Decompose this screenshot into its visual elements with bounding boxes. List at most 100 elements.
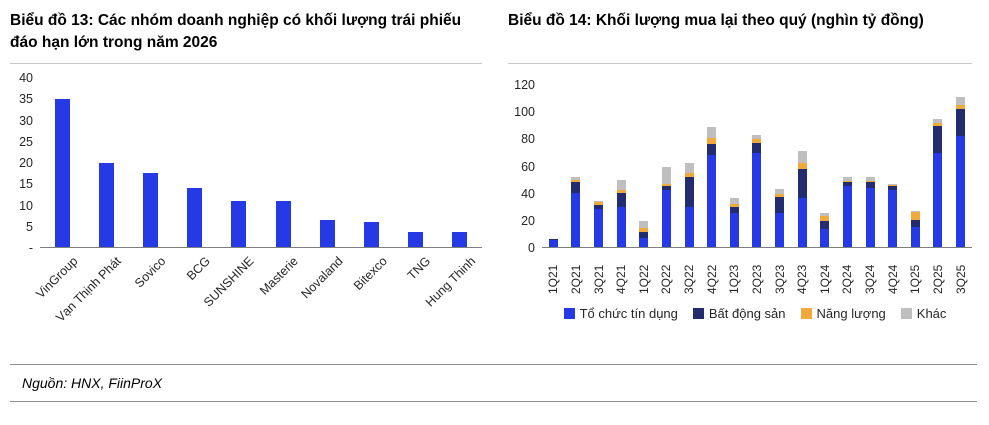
y-tick-label: 0 (528, 241, 535, 255)
bar-slot (746, 85, 769, 247)
x-label-slot: Bitexco (349, 248, 393, 344)
bar-slot (836, 85, 859, 247)
chart14-plot (542, 85, 972, 248)
legend-swatch (800, 308, 812, 319)
bar-segment (910, 210, 920, 212)
stacked-bar (888, 85, 898, 247)
bar-segment (661, 186, 671, 191)
bar-segment (865, 180, 875, 183)
stacked-bar (707, 85, 717, 247)
x-axis-label: 4Q22 (704, 264, 719, 294)
source-note: Nguồn: HNX, FiinProX (22, 375, 163, 391)
x-axis-label: 4Q21 (614, 264, 629, 294)
stacked-bar (865, 85, 875, 247)
x-axis-label: 3Q23 (772, 264, 787, 294)
y-tick-label: 20 (521, 213, 535, 228)
bar-segment (820, 215, 830, 222)
x-label-slot: 1Q21 (542, 252, 565, 294)
x-axis-label: 3Q22 (682, 264, 697, 294)
bar-slot (305, 78, 349, 247)
x-axis-label: 3Q25 (953, 264, 968, 294)
legend-swatch (563, 308, 575, 319)
bar-segment (594, 205, 604, 210)
x-label-slot: 2Q22 (655, 252, 678, 294)
bar-segment (616, 193, 626, 207)
bar-segment (956, 136, 966, 247)
stacked-bar (616, 85, 626, 247)
stacked-bar (752, 85, 762, 247)
x-label-slot: 2Q21 (565, 252, 588, 294)
stacked-bar (639, 85, 649, 247)
bar-segment (865, 187, 875, 247)
bar-segment (707, 144, 717, 156)
bar-segment (548, 238, 558, 241)
bar (54, 99, 70, 247)
stacked-bar (797, 85, 807, 247)
bar-segment (684, 176, 694, 207)
bar-slot (542, 85, 565, 247)
bar-segment (910, 211, 920, 220)
bar-slot (173, 78, 217, 247)
legend-swatch (900, 308, 912, 319)
bar-segment (752, 134, 762, 140)
bar-segment (752, 139, 762, 144)
chart14-y-axis: 0 20 40 60 80 100 120 (508, 78, 542, 255)
stacked-bar (594, 85, 604, 247)
stacked-bar (548, 85, 558, 247)
bar-segment (888, 190, 898, 247)
y-tick-label: 35 (19, 92, 33, 107)
bar-slot (904, 85, 927, 247)
x-axis-label: Novaland (297, 254, 346, 302)
bar-segment (775, 213, 785, 247)
chart13-title-rule (10, 63, 482, 64)
x-axis-label: 2Q21 (568, 264, 583, 294)
chart14-chart: 0 20 40 60 80 100 120 (508, 78, 972, 255)
bar-segment (888, 186, 898, 191)
stacked-bar (729, 85, 739, 247)
stacked-bar (571, 85, 581, 247)
bar (408, 232, 424, 247)
bar-segment (684, 206, 694, 247)
bar-segment (661, 183, 671, 187)
bar-slot (768, 85, 791, 247)
x-label-slot: Masterie (257, 248, 305, 344)
legend-label: Bất động sản (708, 306, 786, 321)
bar-segment (842, 180, 852, 183)
bar (98, 162, 114, 247)
y-tick-label: 80 (521, 132, 535, 147)
y-tick-label: - (28, 241, 33, 255)
bar-segment (842, 176, 852, 181)
x-label-slot: 4Q21 (610, 252, 633, 294)
bar-segment (797, 198, 807, 247)
chart13-chart: - 5 10 15 20 25 30 35 40 (10, 71, 482, 255)
bar-slot (587, 85, 610, 247)
bar-segment (797, 151, 807, 164)
bar-slot (723, 85, 746, 247)
x-label-slot: SUNSHINE (201, 248, 261, 344)
legend-item: Năng lượng (800, 306, 886, 321)
bar-segment (888, 183, 898, 185)
chart13-title: Biểu đồ 13: Các nhóm doanh nghiệp có khố… (10, 12, 462, 51)
y-tick-label: 15 (19, 177, 33, 192)
x-axis-label: 1Q25 (908, 264, 923, 294)
bar-slot (438, 78, 482, 247)
charts-row: Biểu đồ 13: Các nhóm doanh nghiệp có khố… (10, 10, 977, 344)
bar-segment (752, 143, 762, 153)
bar-segment (639, 237, 649, 247)
bar-segment (865, 182, 875, 188)
x-label-slot: 4Q24 (881, 252, 904, 294)
bar-segment (729, 203, 739, 207)
y-tick-label: 40 (521, 186, 535, 201)
bar-segment (571, 193, 581, 247)
bar-segment (775, 188, 785, 195)
x-axis-label: Masterie (257, 254, 302, 298)
x-axis-label: 3Q24 (863, 264, 878, 294)
x-label-slot: 1Q23 (723, 252, 746, 294)
x-label-slot: 2Q25 (927, 252, 950, 294)
chart14-section: Biểu đồ 14: Khối lượng mua lại theo quý … (508, 10, 972, 344)
x-label-slot: 1Q25 (904, 252, 927, 294)
bar-slot (814, 85, 837, 247)
bar-segment (933, 122, 943, 126)
bar-segment (842, 182, 852, 187)
